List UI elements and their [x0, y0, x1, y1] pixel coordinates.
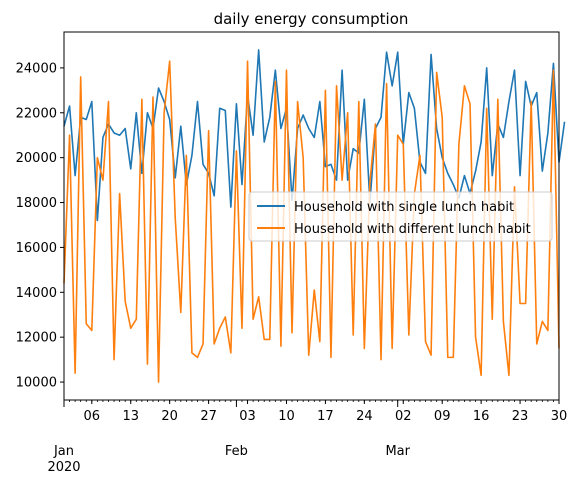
y-tick-label: 12000 — [16, 331, 57, 346]
legend: Household with single lunch habit Househo… — [249, 192, 552, 241]
y-tick-label: 18000 — [16, 196, 57, 211]
x-tick-label: 02 — [395, 409, 412, 424]
y-tick-label: 20000 — [16, 151, 57, 166]
legend-label: Household with single lunch habit — [294, 200, 514, 215]
y-tick-label: 10000 — [16, 376, 57, 391]
x-tick-label: 24 — [356, 409, 373, 424]
y-tick-label: 24000 — [16, 61, 57, 76]
y-tick-label: 14000 — [16, 286, 57, 301]
x-month-label: Jan — [53, 444, 74, 459]
y-axis: 10000 12000 14000 16000 18000 20000 22000 24000 — [16, 61, 64, 390]
x-tick-label: 23 — [512, 409, 529, 424]
y-tick-label: 16000 — [16, 241, 57, 256]
x-tick-label: 03 — [239, 409, 256, 424]
x-tick-label: 20 — [161, 409, 178, 424]
x-tick-label: 09 — [434, 409, 451, 424]
x-tick-label: 17 — [317, 409, 334, 424]
x-tick-label: 16 — [473, 409, 490, 424]
x-tick-label: 13 — [122, 409, 139, 424]
x-tick-label: 06 — [84, 409, 101, 424]
x-month-label: Mar — [385, 444, 410, 459]
x-year-label: 2020 — [47, 460, 80, 475]
x-month-label: Feb — [225, 444, 248, 459]
legend-label: Household with different lunch habit — [294, 222, 531, 237]
x-tick-label: 30 — [551, 409, 568, 424]
chart-title: daily energy consumption — [214, 10, 409, 28]
y-tick-label: 22000 — [16, 106, 57, 121]
x-tick-label: 10 — [278, 409, 295, 424]
x-tick-label: 27 — [200, 409, 217, 424]
